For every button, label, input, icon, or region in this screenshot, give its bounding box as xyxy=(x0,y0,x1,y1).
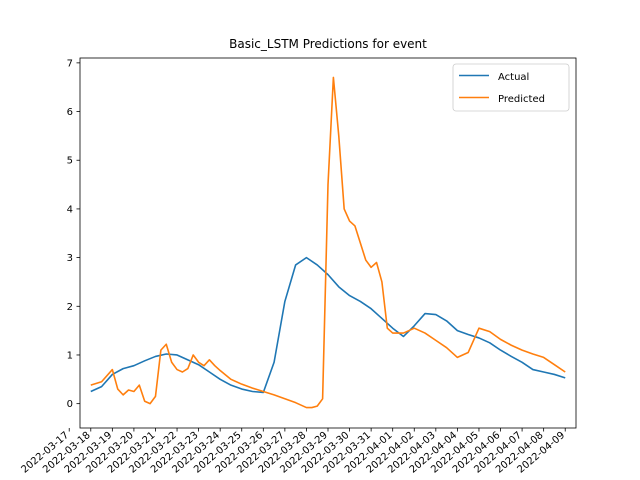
y-tick-label: 0 xyxy=(67,399,73,410)
legend: Actual Predicted xyxy=(452,63,570,112)
y-axis: 0 1 2 3 4 5 6 7 xyxy=(67,58,80,410)
chart-title: Basic_LSTM Predictions for event xyxy=(229,37,427,51)
y-tick-label: 7 xyxy=(67,58,73,69)
y-tick-label: 6 xyxy=(67,107,73,118)
y-tick-label: 2 xyxy=(67,302,73,313)
legend-label-actual: Actual xyxy=(498,72,529,83)
y-tick-label: 5 xyxy=(67,156,73,167)
series-layer xyxy=(90,76,566,409)
y-tick-label: 3 xyxy=(67,253,73,264)
plot-area: 0 1 2 3 4 5 6 7 2022-03-172022-03-182022-03-192… xyxy=(20,57,577,476)
y-tick-label: 1 xyxy=(67,350,73,361)
series-line-predicted xyxy=(90,76,566,409)
y-tick-label: 4 xyxy=(67,204,73,215)
x-axis: 2022-03-172022-03-182022-03-192022-03-20… xyxy=(20,428,567,476)
legend-label-predicted: Predicted xyxy=(498,94,545,105)
